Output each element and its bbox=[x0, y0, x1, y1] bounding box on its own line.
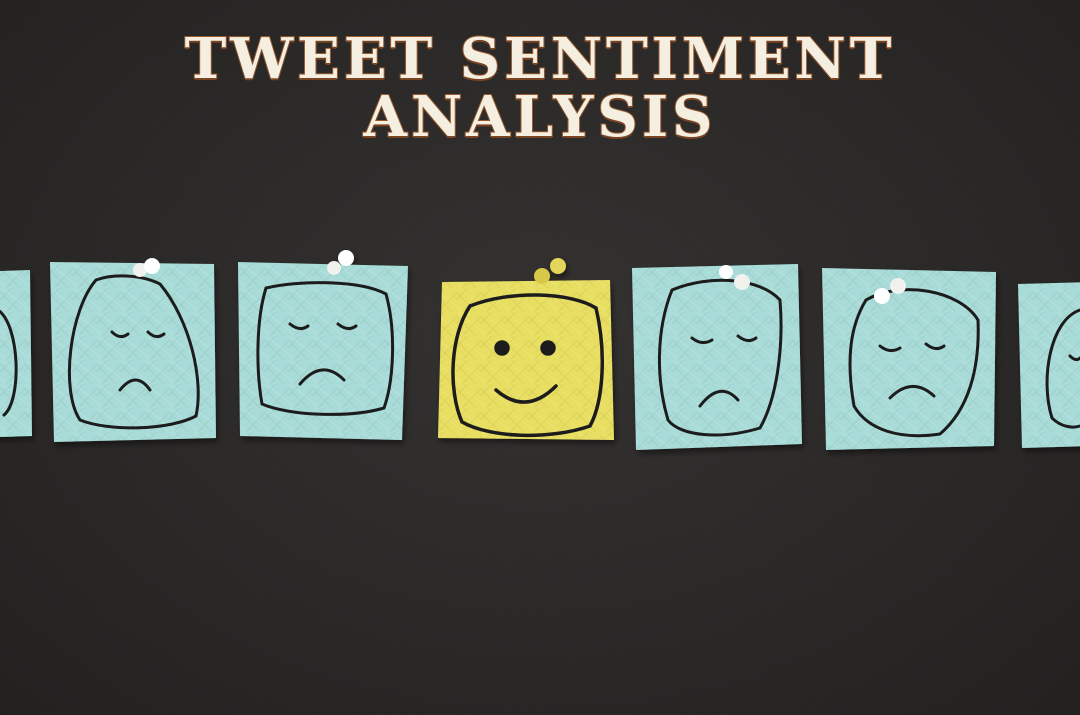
happy-face-icon bbox=[451, 293, 604, 438]
sticky-note-sad-5 bbox=[822, 268, 996, 450]
push-pin-icon bbox=[327, 250, 354, 275]
sad-face-icon bbox=[0, 309, 18, 417]
sad-face-icon bbox=[848, 288, 980, 438]
sticky-note-sad-4 bbox=[632, 264, 802, 450]
push-pin-icon bbox=[133, 258, 160, 277]
page-title: TWEET SENTIMENT ANALYSIS bbox=[0, 26, 1080, 150]
sticky-note-sad-2 bbox=[238, 250, 408, 440]
sticky-note-sad-6 bbox=[1018, 282, 1080, 448]
push-pin-icon bbox=[719, 265, 750, 290]
sad-face-icon bbox=[67, 274, 200, 430]
push-pin-icon bbox=[534, 258, 566, 284]
push-pin-icon bbox=[874, 278, 906, 304]
sticky-note-sad-0 bbox=[0, 270, 32, 438]
sticky-note-happy-3 bbox=[438, 258, 614, 440]
title-line-1: TWEET SENTIMENT bbox=[184, 26, 896, 92]
sad-face-icon bbox=[1045, 308, 1080, 429]
sticky-note-sad-1 bbox=[50, 258, 216, 442]
sad-face-icon bbox=[658, 278, 783, 437]
sad-face-icon bbox=[256, 281, 395, 416]
title-line-2: ANALYSIS bbox=[363, 84, 717, 150]
sticky-notes-row bbox=[0, 250, 1080, 450]
